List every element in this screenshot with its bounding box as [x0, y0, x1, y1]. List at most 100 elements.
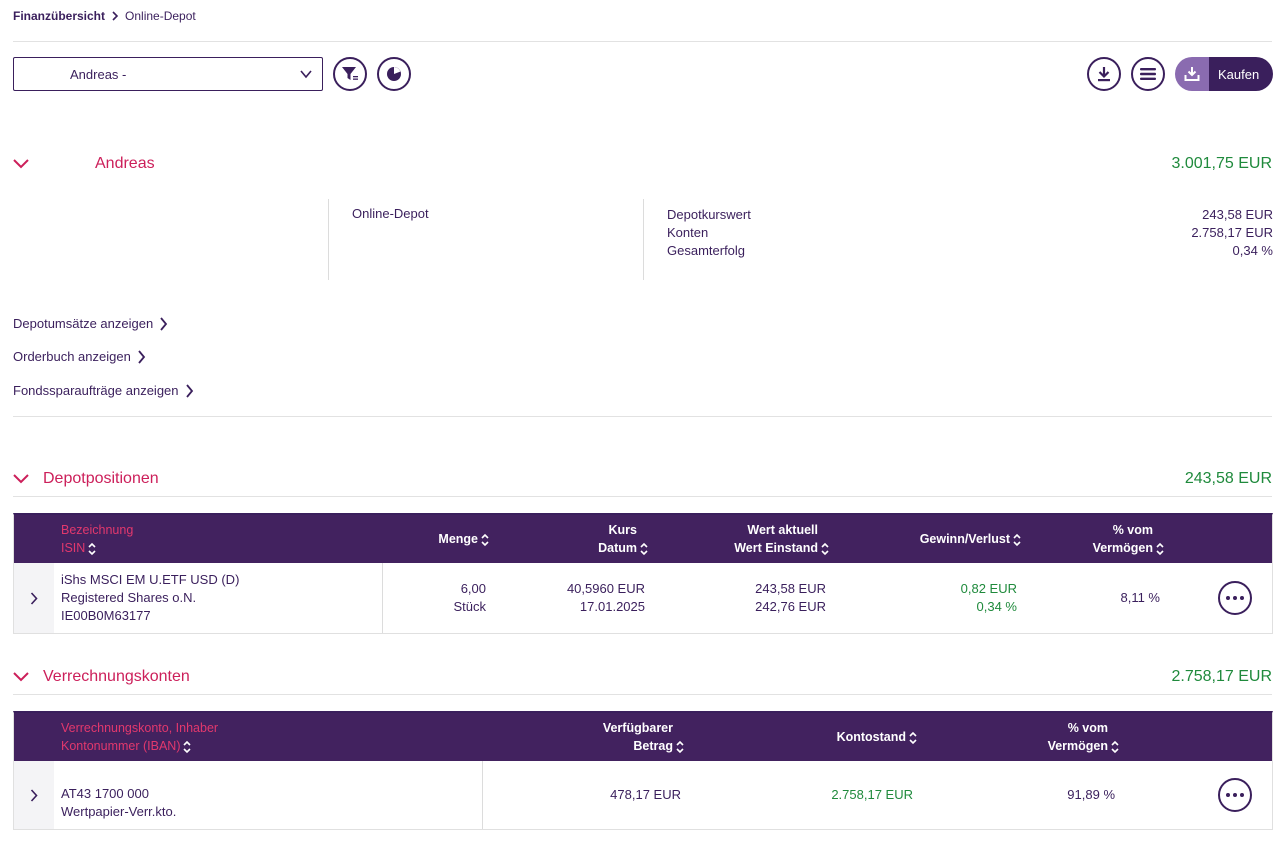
header-label: Verrechnungskonto, Inhaber [61, 721, 219, 735]
account-kontostand: 2.758,17 EUR [831, 787, 913, 802]
divider [482, 761, 483, 829]
gewinn-eur: 0,82 EUR [960, 581, 1017, 596]
header-anteil[interactable]: % vom Vermögen [1093, 521, 1165, 557]
link-label: Orderbuch anzeigen [13, 349, 131, 364]
more-actions-button[interactable] [1218, 581, 1252, 615]
header-label: Kurs [608, 523, 637, 537]
dot-icon [1226, 793, 1230, 797]
position-gewinn: 0,82 EUR 0,34 % [961, 580, 1017, 616]
header-wert[interactable]: Wert aktuell Wert Einstand [734, 521, 830, 557]
row-expand-button[interactable] [14, 563, 54, 633]
header-label: % vom [1112, 523, 1153, 537]
divider [328, 199, 329, 280]
owner-section-toggle[interactable]: Andreas [13, 155, 155, 173]
header-label: Vermögen [1092, 541, 1153, 555]
sort-icon [676, 740, 684, 753]
chart-button[interactable] [377, 57, 411, 91]
kaufen-button[interactable]: Kaufen [1175, 57, 1273, 91]
dot-icon [1233, 793, 1237, 797]
owner-name: Andreas [95, 155, 155, 172]
dot-icon [1226, 596, 1230, 600]
breadcrumb: Finanzübersicht Online-Depot [13, 9, 196, 23]
accounts-section-toggle[interactable]: Verrechnungskonten [13, 668, 190, 686]
summary-label: Depotkurswert [667, 207, 751, 222]
sort-icon [1013, 533, 1021, 546]
depot-select[interactable]: Andreas - [13, 57, 323, 91]
row-expand-button[interactable] [14, 761, 54, 829]
pie-chart-icon [387, 67, 401, 81]
header-label: Kontostand [836, 730, 906, 744]
sort-icon [640, 542, 648, 555]
chevron-right-icon [30, 788, 38, 802]
header-label: Verfügbarer [602, 721, 673, 735]
account-info[interactable]: AT43 1700 000 Wertpapier-Verr.kto. [61, 785, 176, 821]
accounts-title: Verrechnungskonten [43, 668, 190, 685]
header-anteil[interactable]: % vom Vermögen [1048, 719, 1120, 755]
kurs-value: 40,5960 EUR [566, 581, 645, 596]
chevron-right-icon [112, 11, 119, 21]
position-name[interactable]: iShs MSCI EM U.ETF USD (D) Registered Sh… [61, 571, 239, 625]
header-kontostand[interactable]: Kontostand [837, 728, 918, 746]
header-label: Datum [598, 541, 637, 555]
account-verfuegbar: 478,17 EUR [610, 787, 681, 802]
sort-icon [183, 740, 192, 753]
header-label: Betrag [633, 739, 673, 753]
download-icon [1098, 67, 1110, 82]
position-isin: IE00B0M63177 [61, 608, 151, 623]
header-label: Kontonummer (IBAN) [61, 739, 181, 753]
sort-icon [88, 542, 96, 555]
header-gewinn[interactable]: Gewinn/Verlust [920, 530, 1022, 548]
download-button[interactable] [1087, 57, 1121, 91]
link-depotumsaetze[interactable]: Depotumsätze anzeigen [13, 316, 168, 331]
more-actions-button[interactable] [1218, 778, 1252, 812]
depot-type: Online-Depot [352, 206, 429, 221]
divider [13, 694, 1272, 695]
table-row[interactable]: AT43 1700 000 Wertpapier-Verr.kto. 478,1… [14, 761, 1272, 829]
filter-button[interactable] [333, 57, 367, 91]
chevron-down-icon [13, 159, 29, 169]
wert-aktuell: 243,58 EUR [755, 581, 826, 596]
header-kurs[interactable]: Kurs Datum [598, 521, 649, 557]
account-iban: AT43 1700 000 [61, 786, 149, 801]
divider [13, 41, 1272, 42]
sort-icon [909, 731, 917, 744]
chevron-right-icon [185, 383, 193, 398]
position-kurs: 40,5960 EUR 17.01.2025 [567, 580, 645, 616]
dot-icon [1240, 596, 1244, 600]
breadcrumb-root[interactable]: Finanzübersicht [13, 9, 106, 23]
position-menge: 6,00 Stück [453, 580, 486, 616]
breadcrumb-current: Online-Depot [125, 9, 196, 23]
link-fondssparauftraege[interactable]: Fondssparaufträge anzeigen [13, 383, 194, 398]
menu-button[interactable] [1131, 57, 1165, 91]
account-type: Wertpapier-Verr.kto. [61, 804, 177, 819]
header-label: Wert aktuell [747, 523, 818, 537]
header-label: ISIN [61, 541, 86, 555]
buy-icon [1175, 57, 1209, 91]
summary-label: Konten [667, 225, 709, 240]
chevron-down-icon [300, 70, 312, 79]
table-header: Bezeichnung ISIN Menge Kurs Datum Wert a… [14, 515, 1272, 563]
positions-table: Bezeichnung ISIN Menge Kurs Datum Wert a… [13, 513, 1273, 634]
position-name-line2: Registered Shares o.N. [61, 590, 197, 605]
positions-section-toggle[interactable]: Depotpositionen [13, 470, 159, 488]
header-menge[interactable]: Menge [438, 530, 490, 548]
position-wert: 243,58 EUR 242,76 EUR [755, 580, 826, 616]
divider [13, 416, 1272, 417]
wert-einstand: 242,76 EUR [755, 599, 826, 614]
depot-select-value: Andreas - [70, 66, 127, 82]
header-bezeichnung[interactable]: Bezeichnung ISIN [61, 521, 133, 557]
position-name-line1: iShs MSCI EM U.ETF USD (D) [61, 572, 240, 587]
link-orderbuch[interactable]: Orderbuch anzeigen [13, 349, 146, 364]
link-label: Depotumsätze anzeigen [13, 316, 154, 331]
header-verfuegbar[interactable]: Verfügbarer Betrag [603, 719, 685, 755]
account-anteil: 91,89 % [1067, 787, 1115, 802]
sort-icon [1111, 740, 1119, 753]
header-label: Menge [438, 532, 478, 546]
dot-icon [1233, 596, 1237, 600]
header-label: Bezeichnung [61, 523, 134, 537]
header-konto[interactable]: Verrechnungskonto, Inhaber Kontonummer (… [61, 719, 218, 755]
accounts-total: 2.758,17 EUR [1171, 668, 1272, 685]
summary-value: 0,34 % [1232, 243, 1273, 258]
menge-unit: Stück [453, 599, 486, 614]
table-row[interactable]: iShs MSCI EM U.ETF USD (D) Registered Sh… [14, 563, 1272, 633]
